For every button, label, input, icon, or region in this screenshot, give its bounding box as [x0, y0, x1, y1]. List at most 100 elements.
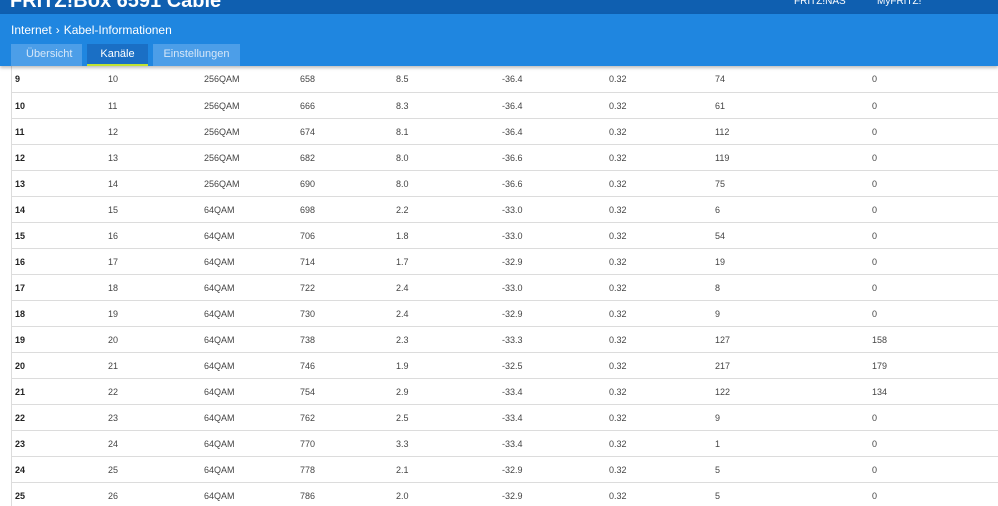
table-row: 14 15 64QAM 698 2.2 -33.0 0.32 6 0 — [11, 196, 998, 223]
frequency-cell: 762 — [300, 404, 396, 431]
tab-einstellungen[interactable]: Einstellungen — [153, 44, 240, 66]
latency-cell: 0.32 — [609, 248, 715, 275]
channel-id-cell: 25 — [108, 456, 204, 483]
breadcrumb-internet[interactable]: Internet — [11, 23, 52, 37]
modulation-cell: 64QAM — [204, 430, 300, 457]
modulation-cell: 64QAM — [204, 248, 300, 275]
mse-cell: -33.3 — [502, 326, 609, 353]
uncorrectable-errors-cell: 179 — [872, 352, 998, 379]
channel-id-cell: 19 — [108, 300, 204, 327]
uncorrectable-errors-cell: 0 — [872, 456, 998, 483]
power-level-cell: 1.8 — [396, 222, 502, 249]
channel-table: 9 10 256QAM 658 8.5 -36.4 0.32 74 0 10 11 256QAM 666… — [11, 66, 998, 506]
latency-cell: 0.32 — [609, 352, 715, 379]
frequency-cell: 746 — [300, 352, 396, 379]
power-level-cell: 8.1 — [396, 118, 502, 145]
latency-cell: 0.32 — [609, 482, 715, 506]
power-level-cell: 8.0 — [396, 170, 502, 197]
latency-cell: 0.32 — [609, 378, 715, 405]
latency-cell: 0.32 — [609, 170, 715, 197]
table-row: 9 10 256QAM 658 8.5 -36.4 0.32 74 0 — [11, 66, 998, 93]
uncorrectable-errors-cell: 0 — [872, 118, 998, 145]
channel-id-cell: 24 — [108, 430, 204, 457]
table-row: 15 16 64QAM 706 1.8 -33.0 0.32 54 0 — [11, 222, 998, 249]
power-level-cell: 2.1 — [396, 456, 502, 483]
frequency-cell: 786 — [300, 482, 396, 506]
corrected-errors-cell: 9 — [715, 300, 872, 327]
corrected-errors-cell: 8 — [715, 274, 872, 301]
table-row: 11 12 256QAM 674 8.1 -36.4 0.32 112 0 — [11, 118, 998, 145]
modulation-cell: 64QAM — [204, 482, 300, 506]
channel-id-cell: 21 — [108, 352, 204, 379]
mse-cell: -36.6 — [502, 170, 609, 197]
frequency-cell: 738 — [300, 326, 396, 353]
tab-uebersicht[interactable]: Übersicht — [11, 44, 82, 66]
channel-number-cell: 13 — [11, 170, 108, 197]
fritz-nas-link[interactable]: FRITZ!NAS — [794, 0, 846, 7]
power-level-cell: 2.5 — [396, 404, 502, 431]
corrected-errors-cell: 127 — [715, 326, 872, 353]
power-level-cell: 3.3 — [396, 430, 502, 457]
channel-number-cell: 16 — [11, 248, 108, 275]
myfritz-link[interactable]: MyFRITZ! — [877, 0, 922, 7]
channel-id-cell: 23 — [108, 404, 204, 431]
tab-kanaele[interactable]: Kanäle — [87, 44, 148, 66]
modulation-cell: 64QAM — [204, 300, 300, 327]
power-level-cell: 2.2 — [396, 196, 502, 223]
sub-header: Internet › Kabel-Informationen Übersicht… — [0, 14, 998, 66]
corrected-errors-cell: 54 — [715, 222, 872, 249]
modulation-cell: 256QAM — [204, 170, 300, 197]
mse-cell: -33.0 — [502, 274, 609, 301]
channel-number-cell: 17 — [11, 274, 108, 301]
channel-number-cell: 10 — [11, 92, 108, 119]
power-level-cell: 2.9 — [396, 378, 502, 405]
frequency-cell: 690 — [300, 170, 396, 197]
uncorrectable-errors-cell: 0 — [872, 66, 998, 93]
breadcrumb-current-page: Kabel-Informationen — [63, 23, 172, 37]
uncorrectable-errors-cell: 0 — [872, 274, 998, 301]
power-level-cell: 1.7 — [396, 248, 502, 275]
frequency-cell: 722 — [300, 274, 396, 301]
frequency-cell: 714 — [300, 248, 396, 275]
table-row: 25 26 64QAM 786 2.0 -32.9 0.32 5 0 — [11, 482, 998, 506]
latency-cell: 0.32 — [609, 144, 715, 171]
corrected-errors-cell: 19 — [715, 248, 872, 275]
modulation-cell: 64QAM — [204, 378, 300, 405]
table-row: 20 21 64QAM 746 1.9 -32.5 0.32 217 179 — [11, 352, 998, 379]
power-level-cell: 8.3 — [396, 92, 502, 119]
mse-cell: -33.4 — [502, 378, 609, 405]
frequency-cell: 674 — [300, 118, 396, 145]
corrected-errors-cell: 5 — [715, 482, 872, 506]
corrected-errors-cell: 122 — [715, 378, 872, 405]
corrected-errors-cell: 112 — [715, 118, 872, 145]
uncorrectable-errors-cell: 0 — [872, 144, 998, 171]
tab-bar: Übersicht Kanäle Einstellungen — [11, 44, 240, 66]
uncorrectable-errors-cell: 0 — [872, 222, 998, 249]
modulation-cell: 64QAM — [204, 196, 300, 223]
frequency-cell: 770 — [300, 430, 396, 457]
modulation-cell: 256QAM — [204, 92, 300, 119]
latency-cell: 0.32 — [609, 118, 715, 145]
corrected-errors-cell: 74 — [715, 66, 872, 93]
mse-cell: -33.0 — [502, 196, 609, 223]
channel-id-cell: 17 — [108, 248, 204, 275]
power-level-cell: 1.9 — [396, 352, 502, 379]
channel-table-body: 9 10 256QAM 658 8.5 -36.4 0.32 74 0 10 11 256QAM 666… — [11, 66, 998, 506]
frequency-cell: 778 — [300, 456, 396, 483]
table-row: 18 19 64QAM 730 2.4 -32.9 0.32 9 0 — [11, 300, 998, 327]
corrected-errors-cell: 6 — [715, 196, 872, 223]
latency-cell: 0.32 — [609, 92, 715, 119]
corrected-errors-cell: 75 — [715, 170, 872, 197]
channel-number-cell: 9 — [11, 66, 108, 93]
uncorrectable-errors-cell: 0 — [872, 430, 998, 457]
mse-cell: -32.9 — [502, 300, 609, 327]
latency-cell: 0.32 — [609, 430, 715, 457]
modulation-cell: 64QAM — [204, 326, 300, 353]
product-name: FRITZ!Box 6591 Cable — [10, 0, 222, 12]
breadcrumb: Internet › Kabel-Informationen — [11, 23, 172, 37]
channel-number-cell: 12 — [11, 144, 108, 171]
latency-cell: 0.32 — [609, 300, 715, 327]
latency-cell: 0.32 — [609, 274, 715, 301]
latency-cell: 0.32 — [609, 456, 715, 483]
power-level-cell: 2.0 — [396, 482, 502, 506]
